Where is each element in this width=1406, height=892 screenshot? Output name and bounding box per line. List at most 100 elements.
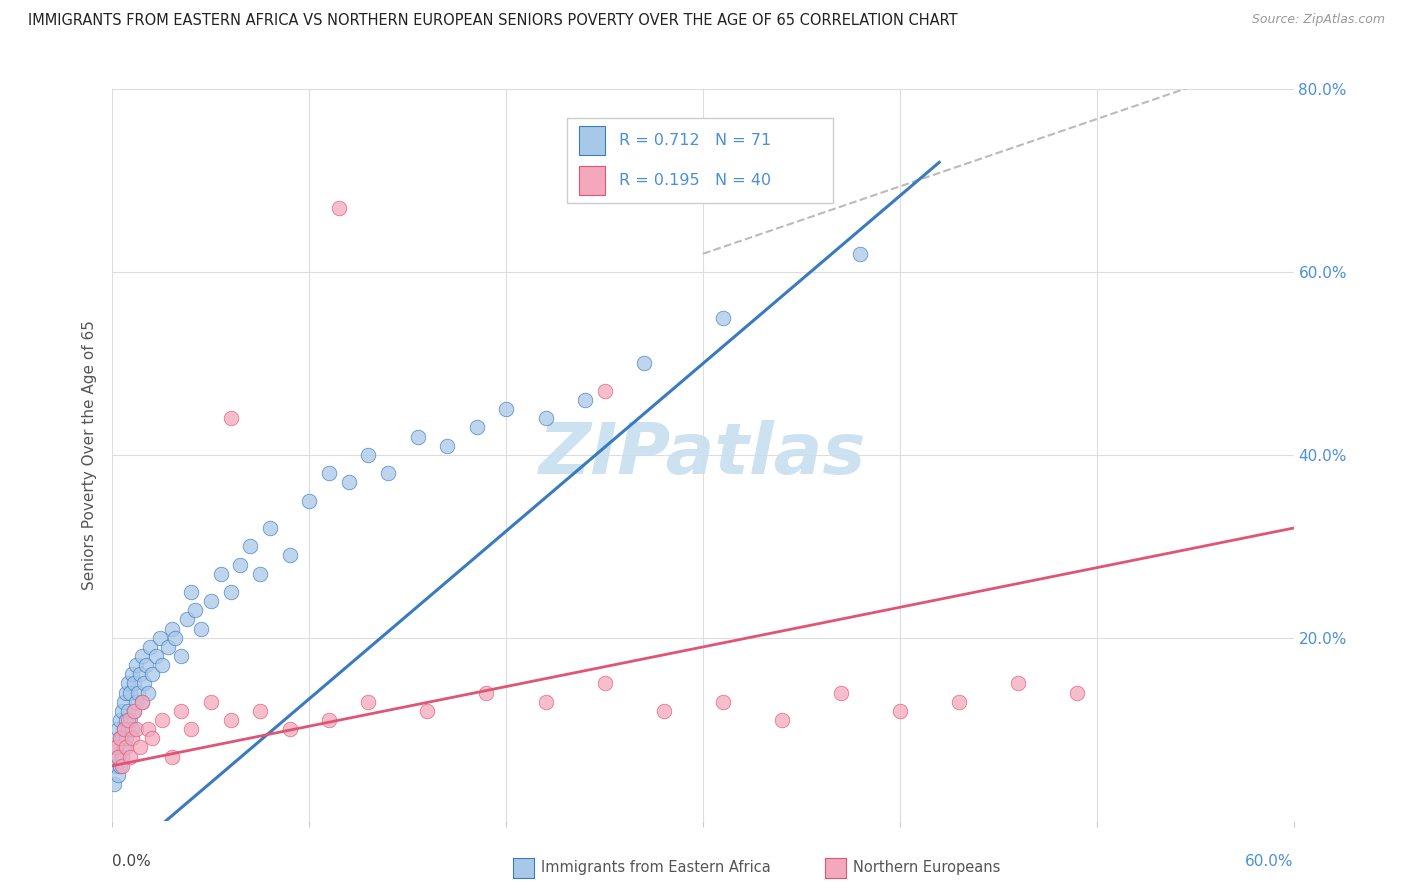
Point xyxy=(117,723,139,737)
Point xyxy=(948,695,970,709)
Point xyxy=(111,704,134,718)
Point xyxy=(249,566,271,581)
Text: Immigrants from Eastern Africa: Immigrants from Eastern Africa xyxy=(541,860,770,874)
Point xyxy=(111,758,134,772)
Point xyxy=(534,695,557,709)
Point xyxy=(170,649,193,664)
Text: Source: ZipAtlas.com: Source: ZipAtlas.com xyxy=(1251,13,1385,27)
Point xyxy=(110,758,132,772)
Point xyxy=(475,685,498,699)
Point xyxy=(184,603,207,617)
Point xyxy=(357,448,380,462)
Point xyxy=(135,658,157,673)
Point xyxy=(377,466,399,480)
Point xyxy=(127,685,149,699)
Point xyxy=(132,676,155,690)
Point xyxy=(122,676,145,690)
Point xyxy=(107,749,129,764)
Point xyxy=(711,310,734,325)
Point xyxy=(849,246,872,260)
Point xyxy=(105,740,128,755)
Text: Northern Europeans: Northern Europeans xyxy=(853,860,1001,874)
Point xyxy=(136,685,159,699)
Text: ZIPatlas: ZIPatlas xyxy=(540,420,866,490)
Point xyxy=(652,704,675,718)
Point xyxy=(131,649,153,664)
Point xyxy=(110,731,132,746)
Point xyxy=(219,585,242,599)
Text: IMMIGRANTS FROM EASTERN AFRICA VS NORTHERN EUROPEAN SENIORS POVERTY OVER THE AGE: IMMIGRANTS FROM EASTERN AFRICA VS NORTHE… xyxy=(28,13,957,29)
Point xyxy=(278,549,301,563)
Point xyxy=(160,622,183,636)
Point xyxy=(190,622,212,636)
Point xyxy=(770,713,793,727)
Point xyxy=(534,411,557,425)
Point xyxy=(117,676,139,690)
Point xyxy=(465,420,488,434)
Point xyxy=(150,658,173,673)
Point xyxy=(110,731,132,746)
Point xyxy=(145,649,167,664)
Point xyxy=(357,695,380,709)
Point xyxy=(131,695,153,709)
Point xyxy=(121,723,143,737)
Point xyxy=(278,723,301,737)
Point xyxy=(105,758,128,772)
Point xyxy=(120,713,142,727)
FancyBboxPatch shape xyxy=(567,119,832,202)
Point xyxy=(107,768,129,782)
Text: R = 0.712   N = 71: R = 0.712 N = 71 xyxy=(619,133,772,148)
Text: 0.0%: 0.0% xyxy=(112,854,152,869)
Point xyxy=(209,566,232,581)
Point xyxy=(121,731,143,746)
Point xyxy=(139,640,162,654)
Point xyxy=(711,695,734,709)
Point xyxy=(328,201,350,215)
Point xyxy=(318,713,340,727)
Point xyxy=(160,749,183,764)
Point xyxy=(165,631,187,645)
Point xyxy=(180,723,202,737)
Point xyxy=(121,667,143,681)
Point xyxy=(115,731,138,746)
Point xyxy=(1007,676,1029,690)
Y-axis label: Seniors Poverty Over the Age of 65: Seniors Poverty Over the Age of 65 xyxy=(82,320,97,590)
Point xyxy=(176,613,198,627)
Point xyxy=(103,777,125,791)
Point xyxy=(239,539,262,553)
Point xyxy=(593,384,616,398)
Point xyxy=(136,723,159,737)
Point xyxy=(111,731,134,746)
Point xyxy=(117,704,139,718)
Point xyxy=(131,695,153,709)
Point xyxy=(633,356,655,371)
Point xyxy=(1066,685,1088,699)
Point xyxy=(141,731,163,746)
Point xyxy=(200,594,222,608)
Point xyxy=(125,658,148,673)
Point xyxy=(830,685,852,699)
Point xyxy=(156,640,179,654)
Point xyxy=(111,749,134,764)
Point xyxy=(107,749,129,764)
Point xyxy=(229,558,252,572)
Point xyxy=(129,667,152,681)
Point xyxy=(406,430,429,444)
Point xyxy=(112,723,135,737)
Point xyxy=(219,713,242,727)
Point xyxy=(115,740,138,755)
Point xyxy=(149,631,172,645)
Point xyxy=(416,704,439,718)
Point xyxy=(120,749,142,764)
Point xyxy=(122,704,145,718)
Bar xyxy=(579,126,605,155)
Point xyxy=(337,475,360,490)
Point xyxy=(115,685,138,699)
Point xyxy=(129,740,152,755)
Point xyxy=(318,466,340,480)
Point xyxy=(112,740,135,755)
Point xyxy=(259,521,281,535)
Point xyxy=(122,704,145,718)
Point xyxy=(115,713,138,727)
Point xyxy=(495,402,517,417)
